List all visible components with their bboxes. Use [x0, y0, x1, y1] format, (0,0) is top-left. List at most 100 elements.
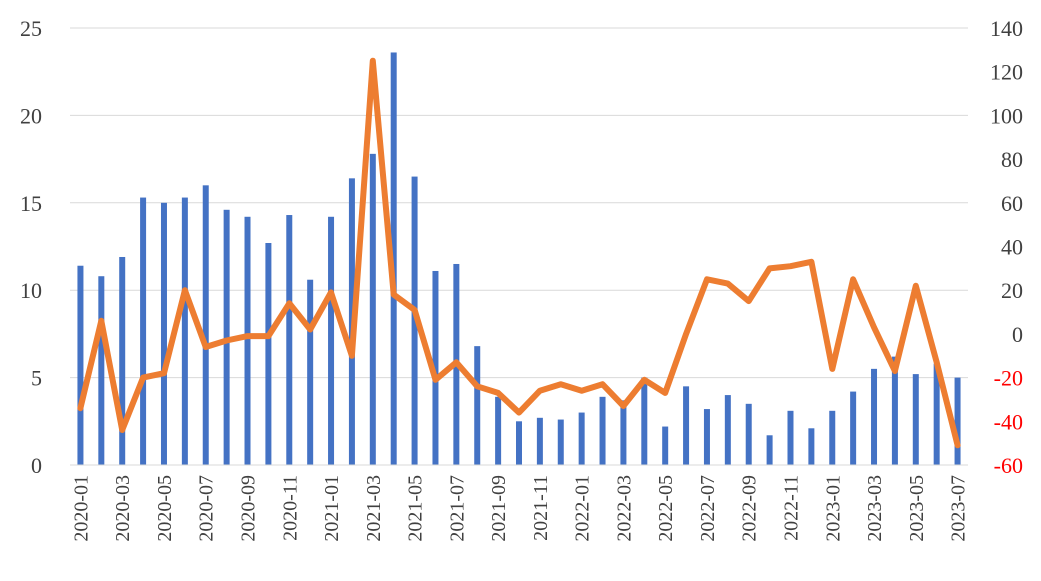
- x-tick-label: 2023-05: [906, 475, 928, 542]
- bar-2020-01: [77, 265, 84, 465]
- left-tick-label: 15: [20, 191, 42, 216]
- x-tick-label: 2020-01: [70, 475, 92, 542]
- line-point-2023-05: [915, 285, 917, 287]
- line-point-2021-09: [497, 392, 499, 394]
- bar-2023-07: [954, 377, 961, 465]
- right-tick-label: 0: [1012, 322, 1023, 347]
- x-tick-label: 2022-03: [613, 475, 635, 542]
- bar-2020-05: [160, 202, 167, 466]
- bar-2022-07: [703, 409, 710, 465]
- x-tick-label: 2021-05: [405, 475, 427, 542]
- bar-2021-12: [557, 419, 564, 465]
- bar-2023-06: [933, 363, 940, 465]
- x-tick-label: 2021-03: [363, 475, 385, 542]
- bar-2021-11: [536, 417, 543, 465]
- x-tick-label: 2020-05: [154, 475, 176, 542]
- bar-2020-11: [286, 215, 293, 465]
- line-point-2021-06: [434, 379, 436, 381]
- bar-2020-12: [307, 279, 314, 465]
- bar-2022-03: [620, 400, 627, 465]
- line-point-2020-06: [184, 289, 186, 291]
- bar-2021-08: [474, 346, 481, 465]
- line-point-2021-03: [372, 60, 374, 62]
- line-point-2020-07: [205, 346, 207, 348]
- line-point-2021-08: [476, 385, 478, 387]
- line-point-2022-02: [602, 383, 604, 385]
- right-tick-label: 80: [1001, 147, 1023, 172]
- line-point-2022-12: [810, 261, 812, 263]
- left-axis-ticks: 0 5 10 15 20 25: [20, 16, 42, 478]
- right-axis-ticks: -60 -40 -20 0 20 40 60 80 100 120 140: [990, 16, 1023, 478]
- line-point-2023-04: [894, 370, 896, 372]
- line-point-2020-08: [226, 339, 228, 341]
- bar-2023-02: [850, 391, 857, 465]
- bar-2022-08: [724, 395, 731, 465]
- bar-2023-03: [871, 368, 878, 465]
- x-tick-label: 2020-07: [196, 475, 218, 542]
- bar-2021-10: [516, 421, 522, 465]
- bar-2022-10: [766, 435, 773, 465]
- line-point-2020-12: [309, 329, 311, 331]
- line-point-2023-06: [936, 361, 938, 363]
- line-point-2022-11: [789, 265, 791, 267]
- bar-2020-09: [244, 216, 251, 465]
- right-tick-label: 100: [990, 103, 1023, 128]
- right-tick-label: 140: [990, 16, 1023, 41]
- x-tick-label: 2022-01: [572, 475, 594, 542]
- bar-2022-06: [683, 386, 690, 465]
- x-tick-label: 2020-03: [112, 475, 134, 542]
- line-point-2022-01: [581, 390, 583, 392]
- bar-2021-04: [390, 52, 397, 466]
- line-point-2022-04: [643, 379, 645, 381]
- x-tick-label: 2022-07: [697, 475, 719, 542]
- line-point-2023-01: [831, 368, 833, 370]
- x-tick-label: 2022-11: [780, 475, 802, 541]
- x-tick-label: 2022-05: [655, 475, 677, 542]
- line-point-2023-02: [852, 278, 854, 280]
- x-tick-label: 2021-11: [530, 475, 552, 541]
- line-point-2020-11: [288, 302, 290, 304]
- left-tick-label: 25: [20, 16, 42, 41]
- bar-2022-04: [641, 377, 648, 465]
- bar-2022-11: [787, 410, 794, 465]
- bar-2021-01: [328, 216, 335, 465]
- bar-2021-09: [495, 396, 502, 465]
- line-point-2021-02: [351, 355, 353, 357]
- bar-series: [77, 52, 961, 466]
- line-point-2020-10: [267, 335, 269, 337]
- x-tick-label: 2021-01: [321, 475, 343, 542]
- x-tick-label: 2022-09: [739, 475, 761, 542]
- right-tick-label: 40: [1001, 235, 1023, 260]
- bar-2022-02: [599, 396, 606, 465]
- bar-2021-06: [432, 270, 439, 465]
- line-point-2021-05: [414, 309, 416, 311]
- right-tick-label: 60: [1001, 191, 1023, 216]
- bar-2021-03: [369, 153, 376, 465]
- line-point-2022-10: [769, 267, 771, 269]
- x-tick-label: 2020-09: [238, 475, 260, 542]
- right-tick-label: 20: [1001, 278, 1023, 303]
- x-tick-label: 2020-11: [279, 475, 301, 541]
- left-tick-label: 20: [20, 103, 42, 128]
- bar-2020-08: [223, 209, 230, 465]
- bar-2023-04: [891, 356, 898, 465]
- right-tick-label: -20: [994, 366, 1023, 391]
- right-tick-label: 120: [990, 60, 1023, 85]
- x-tick-label: 2021-09: [488, 475, 510, 542]
- line-point-2021-04: [393, 294, 395, 296]
- line-point-2020-09: [247, 335, 249, 337]
- bar-2022-05: [662, 426, 669, 465]
- bar-2020-07: [202, 185, 209, 465]
- line-point-2023-03: [873, 326, 875, 328]
- bar-2020-04: [140, 197, 147, 465]
- line-point-2021-07: [455, 361, 457, 363]
- line-point-2020-03: [121, 429, 123, 431]
- bar-2020-06: [181, 197, 188, 465]
- line-path: [77, 57, 961, 449]
- line-point-2020-04: [142, 377, 144, 379]
- bar-2023-05: [912, 374, 919, 465]
- bar-2022-01: [578, 412, 585, 465]
- line-point-2023-07: [957, 444, 959, 446]
- bar-2023-01: [829, 410, 836, 465]
